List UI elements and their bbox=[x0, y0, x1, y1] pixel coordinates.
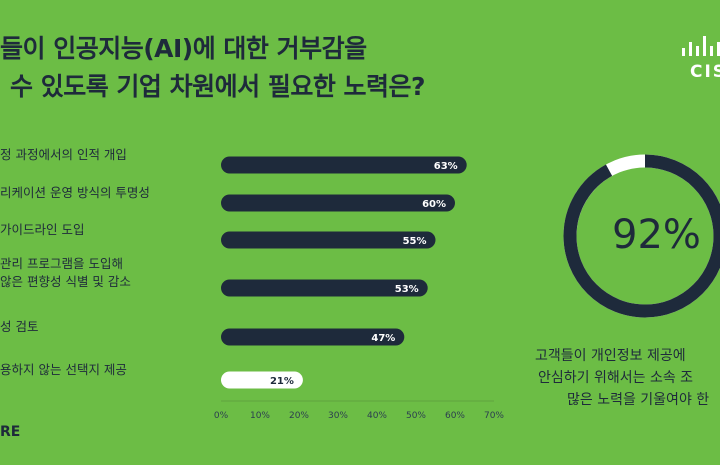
bar-data-label: 47% bbox=[371, 333, 395, 344]
bar bbox=[221, 279, 428, 297]
cisco-logo-icon bbox=[682, 36, 720, 56]
x-tick-label: 40% bbox=[367, 411, 387, 421]
category-label: 리케이션 운영 방식의 투명성 bbox=[0, 185, 150, 200]
donut-caption-line-1: 고객들이 개인정보 제공에 bbox=[535, 348, 686, 364]
title-line-2: 수 있도록 기업 차원에서 필요한 노력은? bbox=[10, 72, 426, 101]
bar bbox=[221, 371, 303, 389]
source-label: RE bbox=[0, 424, 21, 440]
bar-data-label: 60% bbox=[422, 199, 446, 210]
page-title: 들이 인공지능(AI)에 대한 거부감을 수 있도록 기업 차원에서 필요한 노… bbox=[0, 30, 426, 106]
donut-caption: 고객들이 개인정보 제공에 안심하기 위해서는 소속 조 많은 노력을 기울여야… bbox=[535, 345, 709, 411]
category-label: 정 과정에서의 인적 개입 bbox=[0, 147, 127, 162]
category-label: 않은 편향성 식별 및 감소 bbox=[0, 274, 131, 289]
donut-value-label: 92% bbox=[612, 212, 701, 258]
donut-caption-line-3: 많은 노력을 기울여야 한 bbox=[567, 392, 710, 408]
x-tick-label: 60% bbox=[445, 411, 465, 421]
bar-data-label: 21% bbox=[270, 376, 294, 387]
bar-data-label: 63% bbox=[434, 161, 458, 172]
bar bbox=[221, 231, 436, 249]
logo-text: CIS bbox=[690, 62, 720, 82]
x-tick-label: 50% bbox=[406, 411, 426, 421]
category-label: 관리 프로그램을 도입해 bbox=[0, 256, 123, 271]
bar bbox=[221, 328, 405, 346]
title-line-1: 들이 인공지능(AI)에 대한 거부감을 bbox=[0, 34, 367, 63]
bar-data-label: 53% bbox=[395, 284, 419, 295]
bar bbox=[221, 194, 455, 212]
donut-caption-line-2: 안심하기 위해서는 소속 조 bbox=[538, 370, 694, 386]
category-label: 성 검토 bbox=[0, 319, 38, 334]
x-tick-label: 70% bbox=[484, 411, 504, 421]
bar-data-label: 55% bbox=[403, 236, 427, 247]
x-tick-label: 10% bbox=[250, 411, 270, 421]
x-tick-label: 20% bbox=[289, 411, 309, 421]
x-tick-label: 30% bbox=[328, 411, 348, 421]
x-tick-label: 0% bbox=[214, 411, 229, 421]
donut-value-arc bbox=[563, 154, 720, 318]
bar bbox=[221, 156, 467, 174]
category-label: 가이드라인 도입 bbox=[0, 222, 84, 237]
category-label: 용하지 않는 선택지 제공 bbox=[0, 362, 127, 377]
